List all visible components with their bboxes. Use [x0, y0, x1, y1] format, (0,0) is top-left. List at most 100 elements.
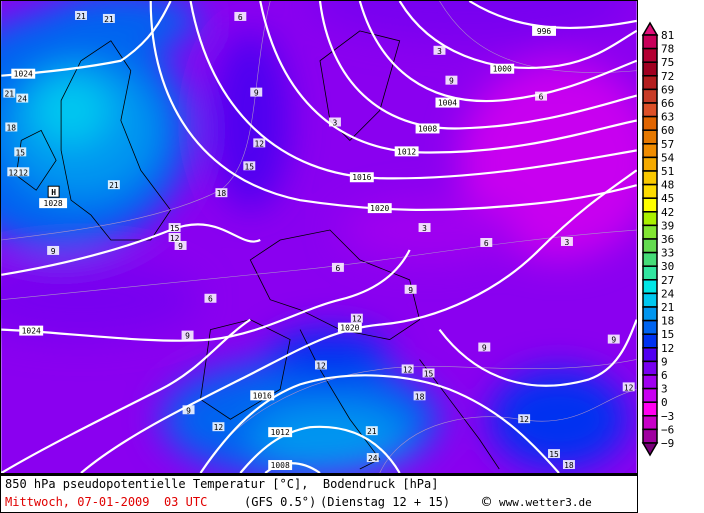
- legend-color-box: [642, 183, 658, 199]
- isobar-1008: [318, 1, 637, 130]
- temperature-label: 18: [5, 122, 18, 132]
- svg-text:15: 15: [15, 148, 25, 157]
- svg-text:18: 18: [7, 123, 17, 132]
- map-footer: 850 hPa pseudopotentielle Temperatur [°C…: [0, 474, 638, 513]
- legend-color-box: [642, 265, 658, 281]
- temperature-label: 15: [14, 147, 27, 157]
- legend-color-box: [642, 75, 658, 91]
- temperature-label: 18: [215, 188, 228, 198]
- temperature-label: 9: [404, 284, 417, 295]
- legend-label: 15: [661, 328, 674, 341]
- svg-text:6: 6: [208, 295, 213, 304]
- temperature-label: 21: [3, 88, 16, 99]
- legend-color-box: [642, 333, 658, 349]
- svg-text:1016: 1016: [352, 173, 371, 182]
- high-symbol: H: [51, 188, 56, 197]
- isobar-label: 996: [532, 25, 556, 36]
- isobar-label: 1008: [268, 460, 293, 470]
- legend-label: 24: [661, 287, 675, 300]
- legend-color-box: [642, 428, 658, 444]
- legend-color-box: [642, 374, 658, 390]
- high-pressure-marker: H 1028: [39, 185, 68, 208]
- svg-text:996: 996: [537, 27, 552, 36]
- legend-color-box: [642, 156, 658, 172]
- svg-text:9: 9: [254, 89, 259, 98]
- temperature-labels: 21 21242118151221969121515181296366939912…: [3, 10, 635, 470]
- isobar-1016: [189, 1, 637, 180]
- legend-color-box: [642, 387, 658, 403]
- isobar-1020-south: [80, 169, 637, 473]
- legend-label: 0: [661, 396, 668, 409]
- legend-color-box: [642, 34, 658, 50]
- svg-text:1000: 1000: [493, 65, 512, 74]
- model-info: (GFS 0.5°): [244, 495, 317, 509]
- svg-text:6: 6: [238, 13, 243, 22]
- svg-text:21: 21: [109, 181, 119, 190]
- svg-text:9: 9: [178, 242, 183, 251]
- legend-label: 51: [661, 165, 674, 178]
- temperature-label: 9: [478, 342, 491, 353]
- svg-text:12: 12: [9, 168, 19, 177]
- legend-label: −9: [661, 437, 674, 450]
- svg-text:15: 15: [170, 224, 180, 233]
- temperature-label: 12: [253, 138, 266, 148]
- copyright-icon: ©: [482, 493, 492, 511]
- legend-label: 9: [661, 355, 668, 368]
- legend-color-box: [642, 170, 658, 186]
- temperature-label: 6: [234, 11, 247, 22]
- svg-text:24: 24: [17, 95, 27, 104]
- svg-text:9: 9: [408, 286, 413, 295]
- temperature-label: 9: [181, 330, 194, 341]
- temperature-label: 12: [622, 382, 635, 392]
- temperature-label: 18: [413, 391, 426, 401]
- temperature-label: 12: [212, 422, 225, 432]
- legend-color-box: [642, 360, 658, 376]
- legend-label: 66: [661, 97, 674, 110]
- svg-text:1020: 1020: [340, 324, 359, 333]
- isobar-label: 1012: [268, 427, 293, 437]
- legend-label: 18: [661, 315, 674, 328]
- svg-text:12: 12: [519, 415, 529, 424]
- legend-label: 42: [661, 206, 674, 219]
- svg-text:12: 12: [352, 315, 362, 324]
- legend-label: 27: [661, 274, 674, 287]
- svg-text:12: 12: [403, 365, 413, 374]
- legend-label: 75: [661, 56, 674, 69]
- temperature-label: 3: [433, 45, 446, 56]
- svg-text:9: 9: [482, 344, 487, 353]
- isobar-1020: [149, 1, 637, 211]
- forecast-run: (Dienstag 12 + 15): [320, 495, 451, 509]
- isobar-1024-south: [1, 249, 411, 342]
- svg-text:18: 18: [415, 392, 425, 401]
- legend-color-box: [642, 143, 658, 159]
- temperature-label: 15: [168, 223, 181, 233]
- legend-label: 6: [661, 369, 668, 382]
- svg-text:1004: 1004: [438, 99, 457, 108]
- legend-color-box: [642, 115, 658, 131]
- isobars: [1, 1, 637, 473]
- legend-bottom-arrow: [641, 442, 659, 457]
- svg-text:1008: 1008: [418, 124, 437, 133]
- svg-text:1008: 1008: [271, 461, 290, 470]
- legend-color-box: [642, 306, 658, 322]
- isobar-label: 1016: [250, 390, 275, 400]
- legend-label: 81: [661, 29, 674, 42]
- isobar-label: 1000: [490, 63, 515, 74]
- temperature-label: 6: [480, 237, 493, 248]
- website-link[interactable]: www.wetter3.de: [499, 496, 592, 509]
- high-pressure-value: 1028: [44, 199, 63, 208]
- isobar-1012: [259, 1, 637, 154]
- legend-label: 36: [661, 233, 674, 246]
- svg-text:6: 6: [484, 239, 489, 248]
- legend-label: 12: [661, 342, 674, 355]
- isobar-1012-south: [239, 425, 401, 473]
- legend-color-box: [642, 251, 658, 267]
- legend-color-box: [642, 88, 658, 104]
- svg-text:3: 3: [333, 118, 338, 127]
- isobar-east: [438, 319, 637, 387]
- legend-label: 54: [661, 151, 675, 164]
- temperature-label: 21: [102, 13, 115, 24]
- svg-text:18: 18: [217, 189, 227, 198]
- svg-text:1024: 1024: [22, 327, 41, 336]
